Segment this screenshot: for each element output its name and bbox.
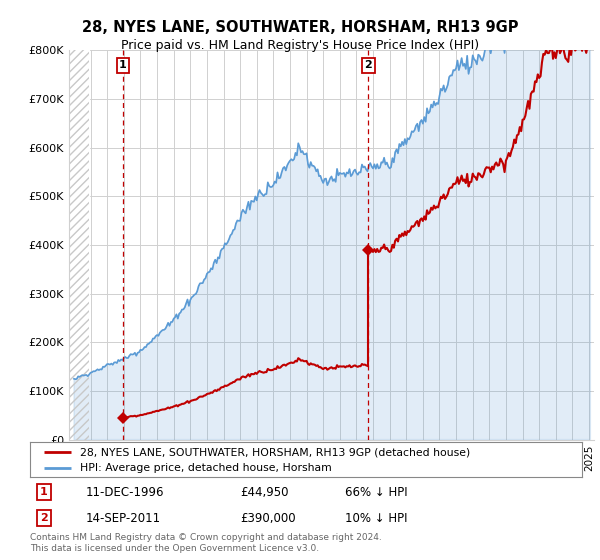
Text: 2: 2 — [40, 514, 47, 524]
Text: 1: 1 — [40, 487, 47, 497]
Text: 2: 2 — [364, 60, 372, 70]
Text: 10% ↓ HPI: 10% ↓ HPI — [344, 512, 407, 525]
Text: £44,950: £44,950 — [240, 486, 288, 499]
Text: £390,000: £390,000 — [240, 512, 295, 525]
Text: Contains HM Land Registry data © Crown copyright and database right 2024.
This d: Contains HM Land Registry data © Crown c… — [30, 533, 382, 553]
Text: Price paid vs. HM Land Registry's House Price Index (HPI): Price paid vs. HM Land Registry's House … — [121, 39, 479, 52]
Text: 14-SEP-2011: 14-SEP-2011 — [85, 512, 160, 525]
Text: 28, NYES LANE, SOUTHWATER, HORSHAM, RH13 9GP: 28, NYES LANE, SOUTHWATER, HORSHAM, RH13… — [82, 20, 518, 35]
Text: 1: 1 — [119, 60, 127, 70]
Text: HPI: Average price, detached house, Horsham: HPI: Average price, detached house, Hors… — [80, 463, 331, 473]
Text: 11-DEC-1996: 11-DEC-1996 — [85, 486, 164, 499]
Text: 66% ↓ HPI: 66% ↓ HPI — [344, 486, 407, 499]
Text: 28, NYES LANE, SOUTHWATER, HORSHAM, RH13 9GP (detached house): 28, NYES LANE, SOUTHWATER, HORSHAM, RH13… — [80, 447, 470, 457]
